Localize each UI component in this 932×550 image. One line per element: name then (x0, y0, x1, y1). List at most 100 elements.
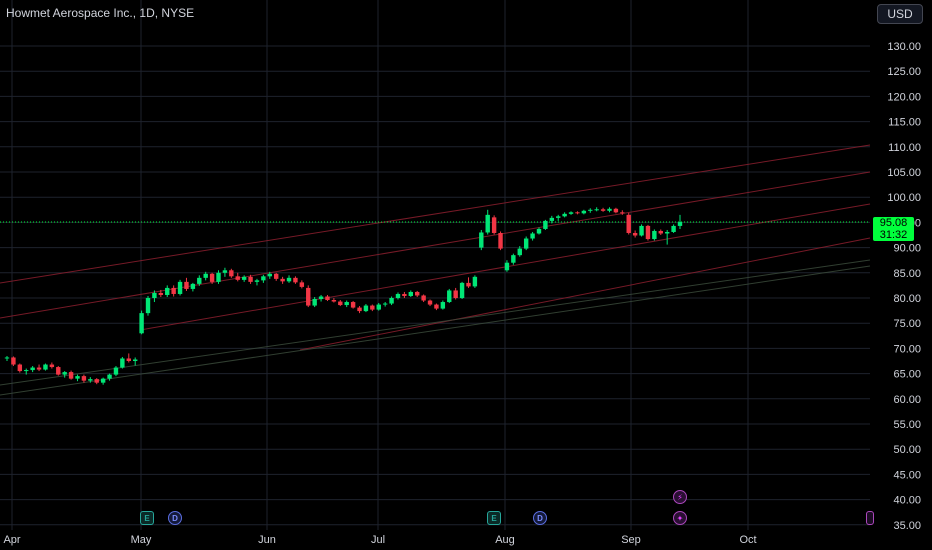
candle-body (293, 277, 298, 283)
y-tick-label: 90.00 (893, 243, 921, 255)
candle-body (677, 221, 683, 226)
y-tick-label: 65.00 (893, 369, 921, 381)
candle-body (485, 214, 490, 233)
candle-body (594, 209, 599, 211)
candle-body (415, 291, 420, 296)
candle-body (286, 277, 292, 282)
y-tick-label: 85.00 (893, 268, 921, 280)
candle-body (440, 302, 446, 309)
candle-body (152, 292, 157, 298)
candle-body (626, 214, 631, 233)
candle-body (222, 270, 228, 273)
candle-body (664, 231, 670, 234)
candle-body (197, 277, 202, 284)
candle-body (325, 296, 330, 301)
candle-body (543, 220, 548, 229)
chart-title: Howmet Aerospace Inc., 1D, NYSE (6, 6, 195, 20)
earnings-event-icon[interactable]: E (487, 511, 501, 525)
candle-body (504, 262, 510, 271)
candle-body (607, 208, 612, 211)
candle-body (306, 287, 311, 306)
candle-body (363, 305, 369, 312)
y-tick-label: 35.00 (893, 520, 921, 532)
candle-body (491, 217, 497, 233)
candle-body (620, 212, 625, 214)
candle-body (43, 364, 48, 370)
candle-body (453, 290, 458, 298)
candle-body (235, 276, 240, 280)
currency-button[interactable]: USD (877, 4, 923, 24)
x-tick-label: Jun (258, 534, 276, 546)
x-tick-label: Jul (371, 534, 385, 546)
candle-body (203, 273, 208, 278)
trend-channel-line (0, 144, 871, 284)
earnings-event-icon[interactable]: E (140, 511, 154, 525)
candle-body (562, 213, 567, 217)
candle-body (145, 298, 151, 314)
candle-body (588, 209, 593, 211)
last-price-label: 95.08 31:32 (873, 217, 914, 241)
candle-body (421, 295, 426, 301)
y-tick-label: 45.00 (893, 469, 921, 481)
candle-body (395, 293, 401, 298)
candle-body (382, 303, 388, 305)
candle-body (338, 301, 343, 306)
candle-body (100, 378, 106, 383)
candle-body (107, 374, 112, 379)
candle-body (331, 300, 337, 302)
candle-body (600, 209, 606, 211)
candle-body (652, 230, 657, 240)
candle-body (498, 232, 503, 249)
y-tick-label: 40.00 (893, 495, 921, 507)
trend-channel-line (0, 265, 871, 396)
x-tick-label: Aug (495, 534, 515, 546)
candle-body (30, 367, 35, 371)
y-tick-label: 55.00 (893, 419, 921, 431)
candle-body (229, 270, 234, 277)
candle-body (466, 282, 471, 287)
candle-body (216, 272, 221, 282)
x-tick-label: May (131, 534, 152, 546)
candle-body (427, 300, 433, 305)
candle-body (158, 292, 164, 295)
y-tick-label: 60.00 (893, 394, 921, 406)
candle-body (671, 225, 676, 232)
candle-body (581, 210, 587, 214)
last-price-value: 95.08 (879, 217, 908, 229)
y-tick-label: 70.00 (893, 343, 921, 355)
candle-body (517, 248, 522, 256)
sparkle-event-icon[interactable]: ✦ (673, 511, 687, 525)
candle-body (568, 212, 574, 214)
trend-channel-line (299, 237, 871, 351)
candle-body (479, 232, 484, 248)
candle-body (254, 280, 260, 282)
candle-body (190, 283, 196, 289)
x-tick-label: Sep (621, 534, 641, 546)
split-event-icon[interactable] (866, 511, 874, 525)
dividend-event-icon[interactable]: D (168, 511, 182, 525)
candle-body (459, 282, 465, 298)
candle-body (49, 364, 55, 368)
candle-body (267, 273, 272, 277)
candle-body (165, 287, 170, 295)
candle-body (81, 376, 87, 381)
y-tick-label: 75.00 (893, 318, 921, 330)
candle-body (274, 273, 279, 279)
candle-body (24, 370, 29, 372)
candle-body (241, 276, 247, 280)
y-tick-label: 110.00 (888, 142, 921, 154)
dividend-event-icon[interactable]: D (533, 511, 547, 525)
y-tick-label: 50.00 (893, 444, 921, 456)
candle-body (389, 298, 394, 304)
candle-body (639, 225, 644, 236)
candle-body (632, 232, 638, 236)
candle-body (177, 281, 183, 294)
candle-body (56, 367, 61, 375)
candle-body (376, 304, 381, 310)
lightning-event-icon[interactable]: ⚡ (673, 490, 687, 504)
candle-body (11, 357, 16, 365)
candle-body (511, 255, 516, 263)
candle-body (549, 217, 555, 221)
candle-body (62, 372, 67, 375)
